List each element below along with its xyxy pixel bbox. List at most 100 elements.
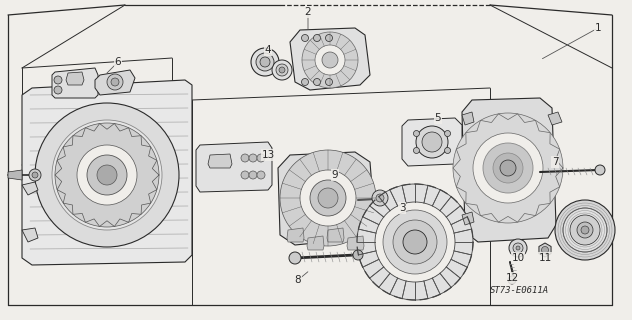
- Circle shape: [313, 35, 320, 42]
- Text: 6: 6: [114, 57, 121, 67]
- Circle shape: [473, 133, 543, 203]
- Circle shape: [555, 200, 615, 260]
- Text: 13: 13: [262, 150, 275, 160]
- Circle shape: [241, 171, 249, 179]
- Circle shape: [483, 143, 533, 193]
- Circle shape: [508, 276, 516, 284]
- Polygon shape: [290, 28, 370, 90]
- Polygon shape: [8, 170, 22, 180]
- Circle shape: [325, 78, 332, 85]
- Circle shape: [403, 230, 427, 254]
- Polygon shape: [548, 112, 562, 125]
- Polygon shape: [196, 142, 272, 192]
- Text: 7: 7: [552, 157, 558, 167]
- Circle shape: [500, 160, 516, 176]
- Polygon shape: [462, 212, 474, 225]
- Polygon shape: [307, 236, 324, 250]
- Polygon shape: [287, 228, 304, 242]
- Circle shape: [301, 78, 308, 85]
- Text: 12: 12: [506, 273, 519, 283]
- Polygon shape: [462, 112, 474, 125]
- Circle shape: [256, 53, 274, 71]
- Circle shape: [251, 48, 279, 76]
- Circle shape: [35, 103, 179, 247]
- Circle shape: [509, 239, 527, 257]
- Circle shape: [493, 153, 523, 183]
- Circle shape: [422, 132, 442, 152]
- Text: 2: 2: [305, 7, 312, 17]
- Polygon shape: [402, 118, 462, 166]
- Polygon shape: [22, 80, 192, 265]
- Circle shape: [272, 60, 292, 80]
- Circle shape: [513, 243, 523, 253]
- Circle shape: [279, 67, 285, 73]
- Polygon shape: [327, 228, 344, 242]
- Circle shape: [393, 220, 437, 264]
- Text: 11: 11: [538, 253, 552, 263]
- Text: 10: 10: [511, 253, 525, 263]
- Circle shape: [577, 222, 593, 238]
- Circle shape: [289, 252, 301, 264]
- Polygon shape: [95, 70, 135, 95]
- Circle shape: [375, 202, 455, 282]
- Polygon shape: [462, 98, 556, 242]
- Circle shape: [249, 154, 257, 162]
- Circle shape: [453, 113, 563, 223]
- Circle shape: [260, 57, 270, 67]
- Circle shape: [444, 148, 451, 154]
- Text: ST73-E0611A: ST73-E0611A: [490, 286, 549, 295]
- Circle shape: [107, 74, 123, 90]
- Circle shape: [413, 131, 420, 137]
- Circle shape: [77, 145, 137, 205]
- Circle shape: [570, 215, 600, 245]
- Circle shape: [87, 155, 127, 195]
- Circle shape: [372, 190, 388, 206]
- Circle shape: [257, 171, 265, 179]
- Circle shape: [310, 180, 346, 216]
- Circle shape: [302, 32, 358, 88]
- Circle shape: [563, 208, 607, 252]
- Polygon shape: [347, 236, 364, 250]
- Circle shape: [376, 194, 384, 202]
- Circle shape: [54, 86, 62, 94]
- Polygon shape: [22, 228, 38, 242]
- Circle shape: [301, 35, 308, 42]
- Text: 8: 8: [295, 275, 301, 285]
- Circle shape: [280, 150, 376, 246]
- Circle shape: [29, 169, 41, 181]
- Text: 4: 4: [265, 45, 271, 55]
- Circle shape: [413, 148, 420, 154]
- Circle shape: [416, 126, 448, 158]
- Circle shape: [581, 226, 589, 234]
- Circle shape: [111, 78, 119, 86]
- Circle shape: [276, 64, 288, 76]
- Text: 1: 1: [595, 23, 601, 33]
- Circle shape: [383, 210, 447, 274]
- Circle shape: [300, 170, 356, 226]
- Circle shape: [241, 154, 249, 162]
- Polygon shape: [208, 154, 232, 168]
- Polygon shape: [22, 182, 38, 195]
- Circle shape: [97, 165, 117, 185]
- Polygon shape: [66, 72, 84, 85]
- Circle shape: [315, 45, 345, 75]
- Circle shape: [54, 76, 62, 84]
- Text: 5: 5: [435, 113, 441, 123]
- Polygon shape: [539, 243, 551, 257]
- Text: 3: 3: [399, 203, 405, 213]
- Circle shape: [595, 165, 605, 175]
- Circle shape: [322, 52, 338, 68]
- Polygon shape: [278, 152, 375, 245]
- Circle shape: [257, 154, 265, 162]
- Circle shape: [249, 171, 257, 179]
- Circle shape: [516, 246, 520, 250]
- Circle shape: [313, 78, 320, 85]
- Circle shape: [55, 123, 159, 227]
- Circle shape: [52, 120, 162, 230]
- Circle shape: [32, 172, 38, 178]
- Text: 9: 9: [332, 170, 338, 180]
- Polygon shape: [52, 68, 98, 98]
- Circle shape: [542, 246, 549, 253]
- Circle shape: [353, 250, 363, 260]
- Circle shape: [325, 35, 332, 42]
